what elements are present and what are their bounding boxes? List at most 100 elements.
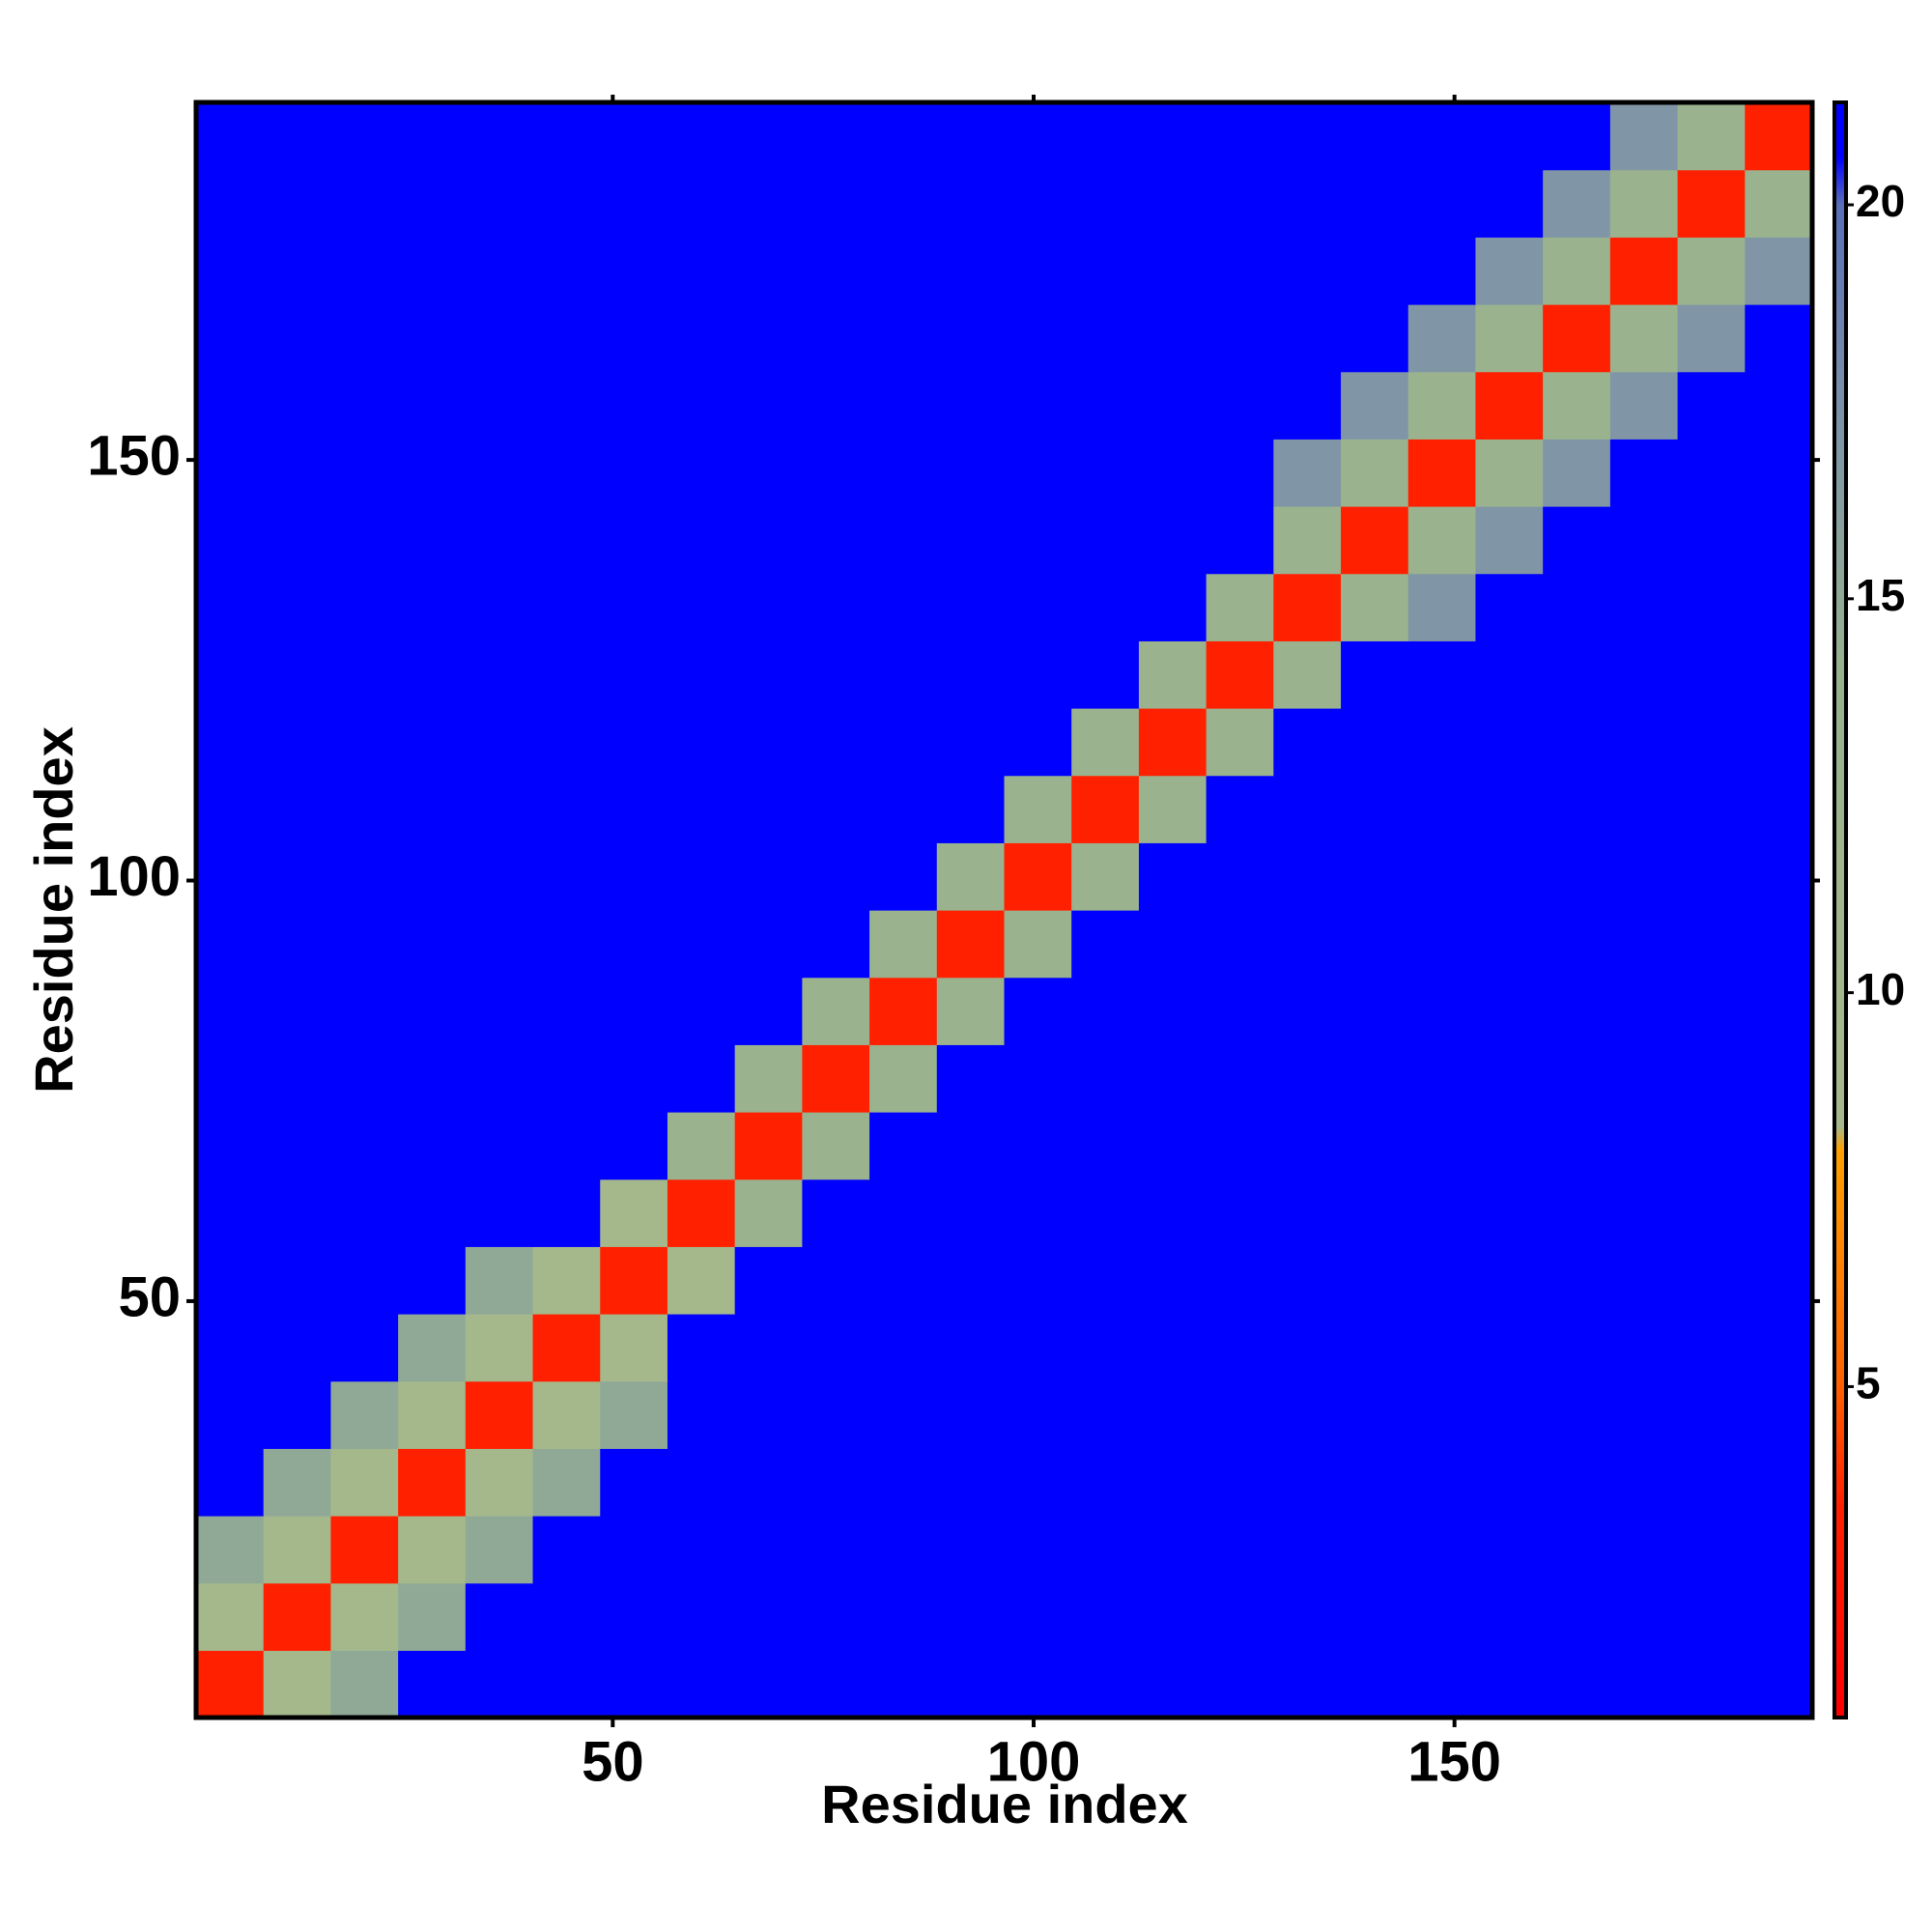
- heatmap-cell: [600, 304, 668, 373]
- heatmap-cell: [734, 640, 803, 709]
- heatmap-cell: [398, 371, 467, 440]
- heatmap-cell: [1407, 910, 1477, 979]
- heatmap-cell: [196, 1314, 265, 1382]
- heatmap-cell: [196, 1380, 265, 1449]
- heatmap-cell: [1677, 102, 1746, 171]
- heatmap-cell: [1745, 304, 1813, 373]
- heatmap-cell: [936, 910, 1006, 979]
- heatmap-cell: [1004, 1650, 1072, 1719]
- heatmap-cell: [1273, 1179, 1342, 1247]
- heatmap-cell: [465, 1044, 534, 1113]
- heatmap-cell: [196, 1044, 265, 1113]
- heatmap-cell: [465, 573, 534, 641]
- heatmap-cell: [196, 439, 265, 507]
- heatmap-cell: [1745, 1516, 1813, 1584]
- heatmap-cell: [1543, 102, 1611, 171]
- heatmap-cell: [1071, 910, 1140, 979]
- heatmap-cell: [1273, 439, 1342, 507]
- heatmap-cell: [398, 640, 467, 709]
- heatmap-cell: [667, 775, 736, 843]
- heatmap-cell: [1609, 237, 1679, 305]
- heatmap-cell: [667, 640, 736, 709]
- heatmap-cell: [734, 775, 803, 843]
- heatmap-cell: [465, 304, 534, 373]
- heatmap-cell: [869, 708, 938, 777]
- heatmap-cell: [667, 169, 736, 238]
- heatmap-cell: [802, 573, 870, 641]
- heatmap-cell: [465, 1380, 534, 1449]
- heatmap-cell: [802, 237, 870, 305]
- heatmap-cell: [936, 169, 1006, 238]
- heatmap-cell: [1609, 708, 1679, 777]
- heatmap-cell: [869, 775, 938, 843]
- heatmap-cell: [936, 371, 1006, 440]
- heatmap-cell: [196, 1582, 265, 1651]
- heatmap-cell: [1407, 573, 1477, 641]
- heatmap-cell: [1475, 1112, 1544, 1180]
- x-tick-label: 150: [1407, 1730, 1501, 1793]
- heatmap-cell: [936, 1582, 1006, 1651]
- heatmap-cell: [667, 439, 736, 507]
- heatmap-cell: [802, 977, 870, 1045]
- heatmap-cell: [1138, 640, 1208, 709]
- heatmap-cell: [1341, 371, 1409, 440]
- heatmap-cell: [1609, 1112, 1679, 1180]
- heatmap-cell: [1004, 371, 1072, 440]
- heatmap-cell: [263, 573, 332, 641]
- heatmap-cell: [1071, 708, 1140, 777]
- heatmap-cell: [1341, 169, 1409, 238]
- heatmap-cell: [936, 102, 1006, 171]
- heatmap-cell: [398, 1582, 467, 1651]
- heatmap-cell: [330, 1516, 399, 1584]
- heatmap-cell: [398, 1516, 467, 1584]
- heatmap-cell: [1677, 1044, 1746, 1113]
- heatmap-cell: [1004, 169, 1072, 238]
- heatmap-cell: [1206, 169, 1274, 238]
- heatmap-cell: [1543, 640, 1611, 709]
- heatmap-cell: [1273, 708, 1342, 777]
- heatmap-cell: [465, 1516, 534, 1584]
- heatmap-cell: [1609, 371, 1679, 440]
- heatmap-cell: [936, 640, 1006, 709]
- heatmap-cell: [330, 775, 399, 843]
- heatmap-cell: [1543, 1380, 1611, 1449]
- heatmap-cell: [532, 1582, 601, 1651]
- heatmap-cell: [263, 1112, 332, 1180]
- heatmap-cell: [667, 1448, 736, 1517]
- heatmap-cell: [263, 1582, 332, 1651]
- heatmap-cell: [1071, 1246, 1140, 1315]
- heatmap-cell: [263, 237, 332, 305]
- heatmap-cell: [936, 1246, 1006, 1315]
- heatmap-cell: [1206, 1380, 1274, 1449]
- heatmap-cell: [600, 977, 668, 1045]
- heatmap-cell: [330, 506, 399, 575]
- heatmap-cell: [1407, 1044, 1477, 1113]
- heatmap-cell: [734, 1516, 803, 1584]
- heatmap-cell: [802, 1179, 870, 1247]
- heatmap-cell: [330, 1650, 399, 1719]
- heatmap-cell: [1745, 910, 1813, 979]
- heatmap-cell: [398, 1112, 467, 1180]
- heatmap-cell: [1273, 977, 1342, 1045]
- heatmap-cell: [600, 775, 668, 843]
- heatmap-cell: [1745, 842, 1813, 911]
- heatmap-cell: [802, 304, 870, 373]
- heatmap-cells: [196, 102, 1813, 1719]
- heatmap-cell: [869, 1314, 938, 1382]
- heatmap-cell: [532, 977, 601, 1045]
- heatmap-cell: [532, 1650, 601, 1719]
- heatmap-cell: [196, 977, 265, 1045]
- heatmap-cell: [734, 439, 803, 507]
- heatmap-cell: [1004, 775, 1072, 843]
- heatmap-cell: [667, 708, 736, 777]
- heatmap-cell: [1341, 439, 1409, 507]
- heatmap-cell: [1543, 842, 1611, 911]
- heatmap-cell: [1341, 1314, 1409, 1382]
- heatmap-cell: [734, 1314, 803, 1382]
- heatmap-cell: [869, 842, 938, 911]
- heatmap-cell: [1004, 1314, 1072, 1382]
- x-tick-label: 50: [582, 1730, 644, 1793]
- heatmap-cell: [1609, 169, 1679, 238]
- heatmap-cell: [1475, 439, 1544, 507]
- heatmap-cell: [1407, 371, 1477, 440]
